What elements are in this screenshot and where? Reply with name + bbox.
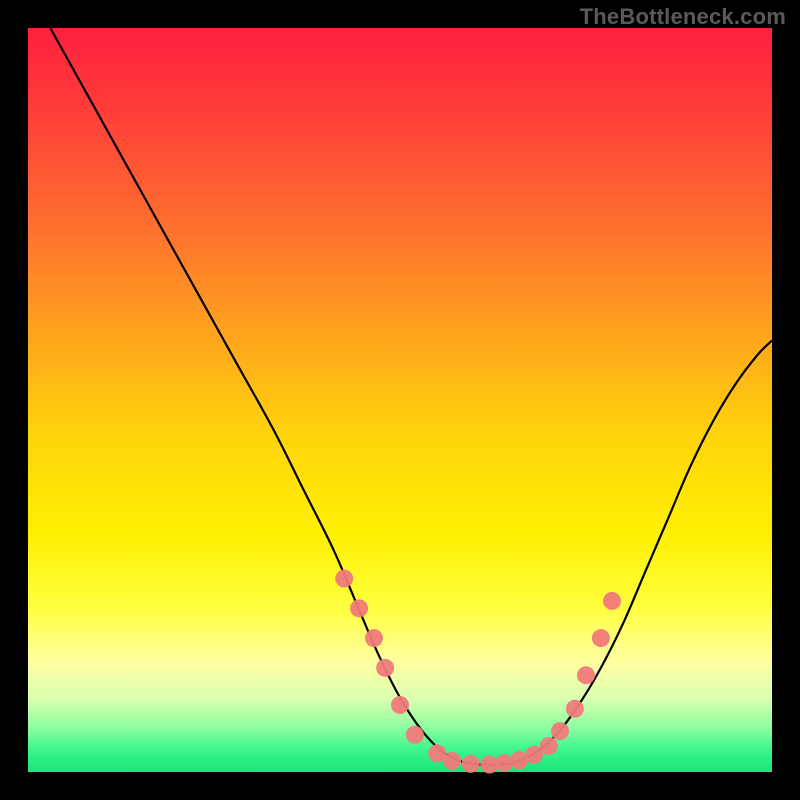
curve-marker — [495, 754, 513, 772]
curve-marker — [391, 696, 409, 714]
curve-marker — [350, 599, 368, 617]
chart-stage: TheBottleneck.com — [0, 0, 800, 800]
bottleneck-chart-svg — [0, 0, 800, 800]
chart-background-gradient — [28, 28, 772, 772]
curve-marker — [335, 570, 353, 588]
curve-marker — [603, 592, 621, 610]
curve-marker — [551, 722, 569, 740]
curve-marker — [365, 629, 383, 647]
curve-marker — [566, 700, 584, 718]
curve-marker — [376, 659, 394, 677]
curve-marker — [592, 629, 610, 647]
watermark-text: TheBottleneck.com — [580, 4, 786, 30]
curve-marker — [540, 737, 558, 755]
curve-marker — [443, 752, 461, 770]
curve-marker — [577, 666, 595, 684]
curve-marker — [462, 755, 480, 773]
curve-marker — [406, 726, 424, 744]
